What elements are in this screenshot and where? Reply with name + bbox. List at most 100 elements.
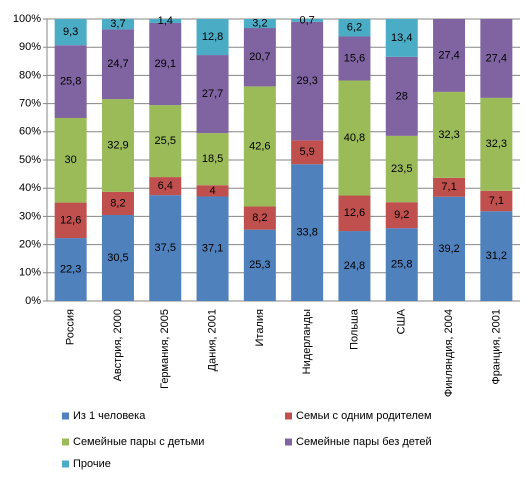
data-label: 3,2 <box>252 17 267 29</box>
legend-label: Семейные пары без детей <box>296 436 432 448</box>
data-label: 5,9 <box>300 146 315 158</box>
bar-segment <box>291 140 324 165</box>
bar-segment <box>101 214 134 301</box>
x-tick-label: Нидерланды <box>301 309 313 374</box>
data-label: 25,8 <box>60 76 81 88</box>
bar-segment <box>385 202 418 229</box>
bar-segment <box>338 80 371 196</box>
data-label: 30 <box>65 154 77 166</box>
x-tick-label: Финляндия, 2004 <box>443 309 455 397</box>
bar-segment <box>385 19 418 57</box>
x-tick-label: США <box>396 308 408 334</box>
x-tick-label: Франция, 2001 <box>490 309 502 385</box>
bar-segment <box>243 28 276 87</box>
x-tick-label: Италия <box>254 309 266 347</box>
x-tick-label: Австрия, 2000 <box>112 309 124 381</box>
data-label: 1,4 <box>158 15 173 27</box>
bar-segment <box>101 19 134 30</box>
data-label: 29,3 <box>296 75 317 87</box>
data-label: 25,3 <box>249 259 270 271</box>
bar-segment <box>196 55 229 134</box>
bar-segment <box>196 19 229 56</box>
legend-label: Прочие <box>73 458 111 470</box>
bar-segment <box>291 19 324 22</box>
x-tick-label: Германия, 2005 <box>159 309 171 389</box>
data-label: 24,8 <box>344 260 365 272</box>
y-tick-label: 70% <box>19 98 41 110</box>
bar-segment <box>196 185 229 197</box>
data-label: 9,3 <box>63 26 78 38</box>
bar-segment <box>54 238 87 301</box>
data-label: 4 <box>209 185 215 197</box>
data-label: 27,4 <box>438 49 459 61</box>
y-tick-label: 10% <box>19 267 41 279</box>
legend-swatch <box>285 438 292 446</box>
data-label: 23,5 <box>391 163 412 175</box>
data-label: 12,6 <box>60 214 81 226</box>
bar-segment <box>291 21 324 141</box>
data-label: 28 <box>396 90 408 102</box>
data-label: 32,9 <box>107 139 128 151</box>
bar-segment <box>101 99 134 192</box>
data-label: 9,2 <box>394 209 409 221</box>
y-tick-label: 90% <box>19 41 41 53</box>
bar-segment <box>385 135 418 203</box>
data-label: 30,5 <box>107 252 128 264</box>
bar-segment <box>480 211 513 301</box>
data-label: 33,8 <box>296 227 317 239</box>
legend-swatch <box>62 460 69 468</box>
data-label: 31,2 <box>486 250 507 262</box>
data-label: 32,3 <box>438 129 459 141</box>
bar-segment <box>149 19 182 23</box>
legend-swatch <box>62 438 69 446</box>
bar-segment <box>480 19 513 98</box>
data-label: 8,2 <box>252 212 267 224</box>
data-label: 37,5 <box>155 242 176 254</box>
bar-segment <box>54 117 87 203</box>
data-label: 40,8 <box>344 132 365 144</box>
legend-swatch <box>62 412 69 420</box>
data-label: 7,1 <box>441 181 456 193</box>
legend-label: Из 1 человека <box>73 410 146 422</box>
data-label: 25,5 <box>155 135 176 147</box>
bar-segment <box>243 229 276 301</box>
data-label: 39,2 <box>438 243 459 255</box>
bar-segment <box>196 196 229 301</box>
y-tick-label: 80% <box>19 69 41 81</box>
bar-segment <box>338 19 371 37</box>
data-label: 24,7 <box>107 58 128 70</box>
data-label: 0,7 <box>300 14 315 26</box>
data-label: 18,5 <box>202 153 223 165</box>
bar-segment <box>101 29 134 100</box>
y-tick-label: 50% <box>19 154 41 166</box>
bar-segment <box>54 45 87 118</box>
y-tick-label: 30% <box>19 210 41 222</box>
bar-segment <box>433 19 466 92</box>
y-tick-label: 20% <box>19 239 41 251</box>
data-label: 6,2 <box>347 22 362 34</box>
legend-label: Семьи с одним родителем <box>296 410 432 422</box>
legend-label: Семейные пары с детьми <box>73 436 204 448</box>
data-label: 12,6 <box>344 207 365 219</box>
bar-segment <box>338 231 371 301</box>
bar-segment <box>480 190 513 212</box>
bar-segment <box>433 91 466 178</box>
bar-segment <box>149 195 182 301</box>
data-label: 27,4 <box>486 52 507 64</box>
data-label: 12,8 <box>202 31 223 43</box>
data-label: 42,6 <box>249 140 270 152</box>
bar-segment <box>54 202 87 239</box>
bar-segment <box>433 177 466 197</box>
data-label: 27,7 <box>202 88 223 100</box>
data-label: 7,1 <box>489 195 504 207</box>
x-tick-label: Россия <box>65 309 77 345</box>
y-tick-label: 0% <box>25 295 41 307</box>
data-label: 22,3 <box>60 263 81 275</box>
data-label: 13,4 <box>391 32 412 44</box>
bar-segment <box>101 191 134 215</box>
bar-segment <box>338 36 371 81</box>
bar-segment <box>149 177 182 196</box>
y-tick-label: 60% <box>19 126 41 138</box>
bar-segment <box>338 195 371 232</box>
